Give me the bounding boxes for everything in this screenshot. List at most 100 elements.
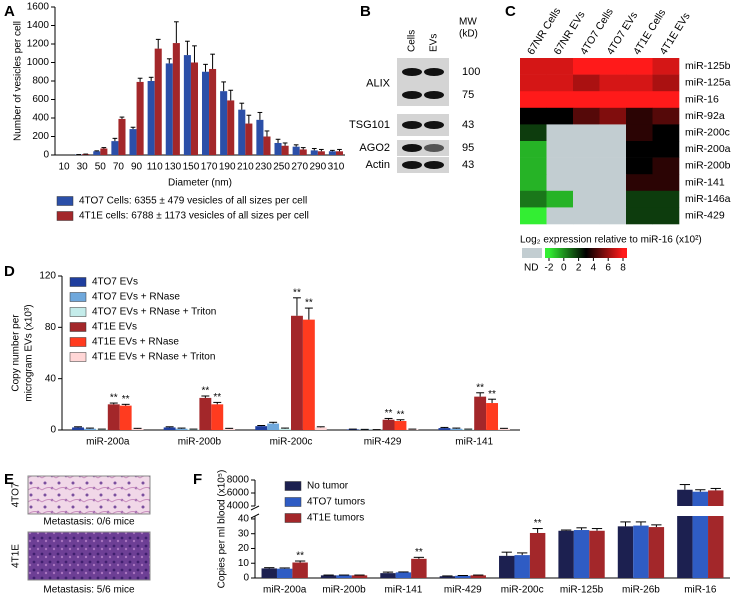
bar — [277, 569, 292, 578]
bar — [574, 530, 589, 578]
heatmap-cell — [653, 91, 680, 108]
bar — [245, 124, 252, 155]
heatmap-cell — [547, 158, 574, 175]
lane-label: Cells — [407, 30, 418, 52]
colorbar-title: Log₂ expression relative to miR-16 (x10²… — [520, 235, 702, 246]
row-label: miR-92a — [685, 110, 725, 122]
row-label: miR-200b — [685, 160, 731, 172]
heatmap-cell — [520, 124, 547, 141]
heatmap-cell — [520, 141, 547, 158]
y-axis-title: microgram EVs (x10³) — [24, 304, 35, 401]
y-tick-label: 400 — [32, 113, 49, 124]
bar — [72, 427, 84, 430]
bar — [708, 490, 723, 506]
row-label: miR-200a — [685, 143, 731, 155]
heatmap-cell — [547, 108, 574, 125]
heatmap-cell — [600, 191, 627, 208]
bar — [315, 427, 327, 430]
panel-label: A — [4, 3, 15, 20]
caption: Metastasis: 0/6 mice — [43, 517, 135, 528]
blot-band — [402, 161, 422, 169]
bar — [530, 533, 545, 578]
colorbar-tick-label: 0 — [561, 263, 567, 274]
legend-swatch — [285, 482, 301, 491]
significance: ** — [110, 393, 118, 404]
heatmap-cell — [520, 207, 547, 224]
heatmap-cell — [573, 174, 600, 191]
x-tick-label: 270 — [291, 162, 308, 173]
row-label: miR-141 — [685, 176, 725, 188]
y-axis-title: Number of vesicles per cell — [13, 21, 24, 141]
bar — [111, 141, 118, 155]
sample-label: 4T1E — [11, 544, 22, 568]
heatmap-cell — [653, 58, 680, 75]
heatmap-cell — [520, 75, 547, 92]
y-tick-label: 0 — [243, 573, 249, 584]
heatmap-cell — [547, 141, 574, 158]
heatmap-cell — [600, 58, 627, 75]
bar — [100, 149, 107, 155]
bar — [708, 516, 723, 578]
heatmap-cell — [573, 108, 600, 125]
bar — [396, 572, 411, 578]
y-axis-title: Copies per ml blood (x10⁵) — [217, 470, 228, 589]
colorbar-tick-label: 8 — [620, 263, 626, 274]
panel-label: C — [505, 3, 516, 20]
heatmap-cell — [626, 91, 653, 108]
significance: ** — [534, 518, 542, 529]
x-tick-label: miR-200c — [270, 437, 313, 448]
lane-label: EVs — [429, 34, 440, 52]
bar — [132, 429, 144, 430]
significance: ** — [476, 382, 484, 393]
y-tick-label: 200 — [32, 131, 49, 142]
bar — [166, 63, 173, 155]
bar — [455, 576, 470, 578]
bar — [380, 573, 395, 578]
caption: Metastasis: 5/6 mice — [43, 585, 135, 596]
bar — [474, 397, 486, 430]
row-label: miR-200c — [685, 126, 730, 138]
heatmap-cell — [600, 207, 627, 224]
legend-label: 4T1E cells: 6788 ± 1173 vesicles of all … — [79, 211, 309, 222]
bar — [262, 568, 277, 578]
mw-label: 100 — [462, 66, 480, 78]
mw-header: MW — [459, 17, 477, 28]
x-tick-label: miR-16 — [684, 585, 717, 596]
histology-image — [28, 476, 150, 514]
x-tick-label: miR-200b — [322, 585, 366, 596]
bar — [199, 398, 211, 430]
legend-label: 4TO7 Cells: 6355 ± 479 vesicles of all s… — [79, 196, 307, 207]
heatmap-cell — [520, 58, 547, 75]
bar — [164, 427, 176, 430]
protein-label: ALIX — [366, 77, 391, 89]
row-label: miR-125a — [685, 77, 731, 89]
legend-label: 4T1E tumors — [307, 513, 364, 524]
bar — [395, 421, 407, 430]
y-tick-label: 4000 — [227, 501, 250, 512]
x-tick-label: 50 — [95, 162, 107, 173]
x-tick-label: 150 — [183, 162, 200, 173]
colorbar-nd-label: ND — [524, 263, 538, 274]
bar — [649, 527, 664, 578]
x-tick-label: miR-200b — [178, 437, 222, 448]
heatmap-cell — [653, 141, 680, 158]
bar — [321, 575, 336, 578]
bar — [267, 424, 279, 430]
histology-image — [28, 532, 150, 580]
x-tick-label: miR-429 — [444, 585, 482, 596]
blot-band — [402, 91, 422, 99]
heatmap-cell — [600, 124, 627, 141]
bar — [274, 143, 281, 155]
bar — [336, 575, 351, 578]
bar — [93, 151, 100, 155]
bar — [440, 576, 455, 578]
heatmap-cell — [600, 75, 627, 92]
blot-band — [402, 68, 422, 76]
mw-label: 75 — [462, 89, 474, 101]
y-tick-label: 600 — [32, 94, 49, 105]
legend-label: 4T1E EVs — [92, 322, 137, 333]
colorbar — [545, 248, 627, 258]
legend-swatch — [57, 197, 73, 206]
y-tick-label: 800 — [32, 76, 49, 87]
